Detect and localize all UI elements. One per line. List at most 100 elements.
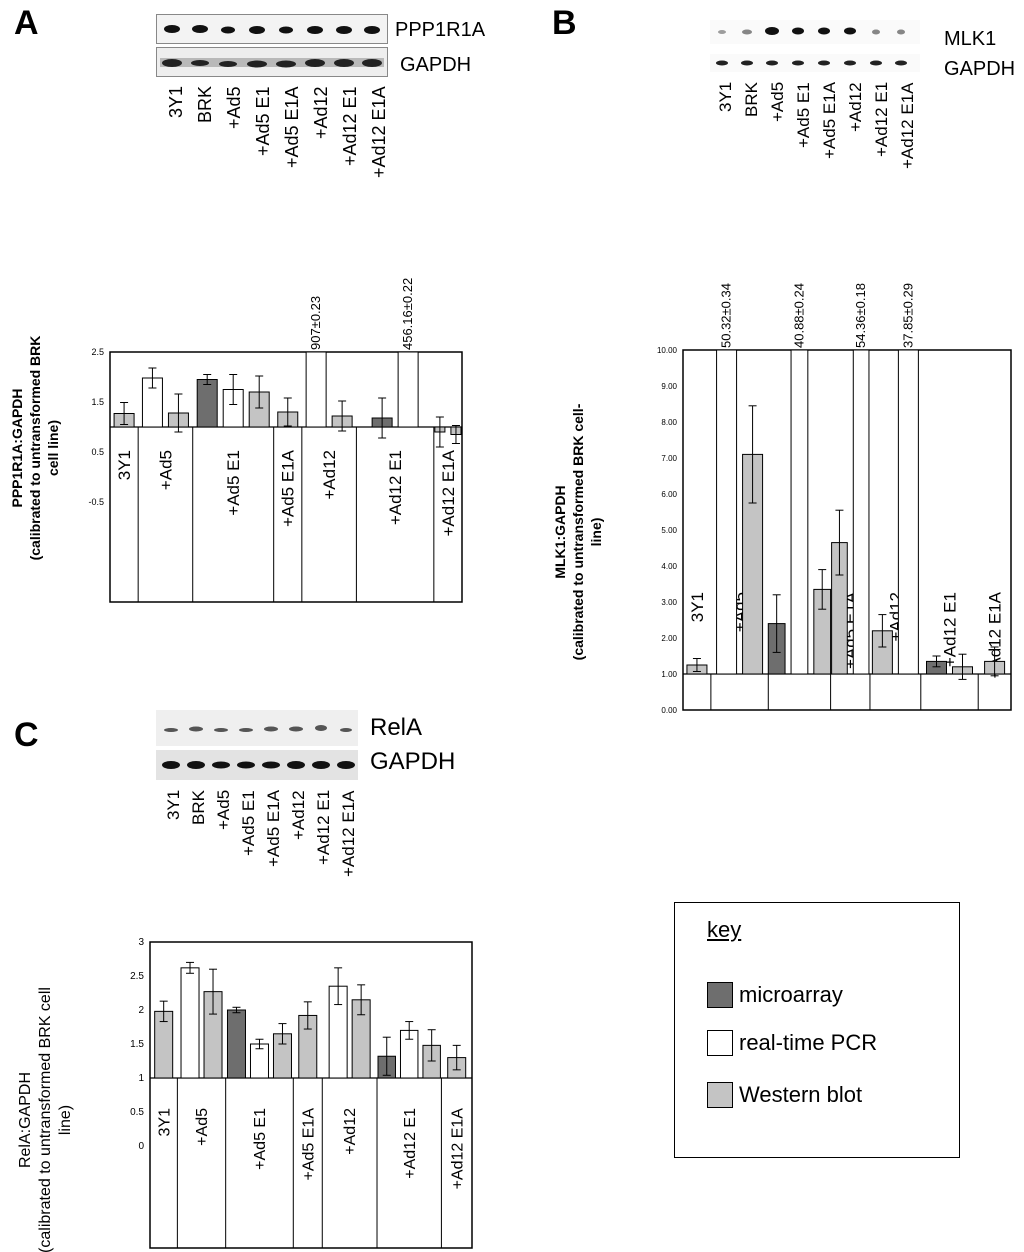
legend-swatch-pcr [707,1030,733,1056]
bar-pcr [180,967,200,1079]
bar-pcr [305,351,327,428]
bar-annotation: 37.85±0.29 [900,283,915,348]
y-axis-label: line) [588,518,604,547]
panel-letter-b: B [552,4,577,42]
category-label: 3Y1 [156,1108,173,1137]
category-label: +Ad12 E1 [402,1108,419,1179]
blot-b-top-label: MLK1 [944,28,997,50]
category-label: +Ad5 [194,1108,211,1146]
bar-pcr [716,349,738,675]
y-tick-label: 0.5 [91,447,104,457]
legend-title: key [707,917,742,942]
y-tick-label: 9.00 [661,382,677,391]
category-label: +Ad12 E1A [449,1108,466,1190]
y-axis-label: cell line) [45,420,61,476]
lane-label: +Ad5 E1 [794,82,813,148]
y-tick-label: 1.5 [91,397,104,407]
lane-label: +Ad12 E1 [340,86,360,166]
blot-a-top [156,14,388,44]
lane-label: +Ad5 [224,86,244,129]
bar-annotation: 907±0.23 [308,296,323,350]
plot-frame [109,351,463,603]
bar-pcr [897,349,919,675]
category-label: +Ad5 E1 [224,450,243,516]
lane-label: 3Y1 [166,85,186,118]
panel-letter-c: C [14,716,39,754]
lane-label: +Ad12 [311,86,331,139]
y-axis-label: (calibrated to untransformed BRK cell- [570,403,586,660]
bar-microarray [196,379,218,428]
y-tick-label: 7.00 [661,454,677,463]
blot-b-bottom-label: GAPDH [944,58,1016,80]
chart-c: 3 2.5 2 1.5 1 0.5 0 3Y1 +Ad5 +Ad5 E1 +Ad5 E1A +Ad12… [17,937,473,1252]
legend-swatch-western [707,1082,733,1108]
y-axis-label: (calibrated to untransformed BRK [27,336,43,561]
bar-microarray [226,1009,246,1079]
blot-c-top-label: RelA [370,714,423,741]
blot-b-bottom [710,54,920,72]
lane-label: +Ad12 [289,790,308,840]
blot-c-bottom-label: GAPDH [370,748,456,775]
category-label: +Ad5 E1A [279,449,298,527]
panel-letter-a: A [14,4,39,42]
legend-item-microarray: microarray [707,981,843,1009]
lane-label: +Ad5 [214,789,233,830]
category-label: +Ad12 E1 [386,450,405,525]
y-tick-label: 8.00 [661,418,677,427]
blot-c-top [156,710,358,746]
lane-label: 3Y1 [716,81,735,112]
y-tick-label: -0.5 [88,497,104,507]
bar-annotation: 54.36±0.18 [853,283,868,348]
lane-label: +Ad5 E1A [820,81,839,159]
chart-a: 2.5 1.5 0.5 -0.5 3Y1 +Ad5 +Ad5 E1 +Ad5 E1A +Ad12… [9,278,463,603]
lane-label: +Ad12 E1A [369,86,389,178]
y-axis-label: RelA:GAPDH [17,1072,34,1168]
legend-item-pcr: real-time PCR [707,1029,877,1057]
category-label: +Ad5 [156,450,175,490]
blot-a-bottom-label: GAPDH [400,54,472,76]
lane-label: +Ad5 E1A [264,789,283,867]
category-label: +Ad12 E1A [986,591,1005,678]
category-label: +Ad12 [320,450,339,500]
y-tick-label: 0.00 [661,706,677,715]
category-label: +Ad12 E1A [439,449,458,536]
y-tick-label: 1.00 [661,670,677,679]
blot-a-bottom [156,47,388,77]
category-label: +Ad5 E1A [300,1108,317,1181]
y-axis-label: line) [57,1105,74,1135]
y-tick-label: 1 [138,1073,144,1084]
bar-annotation: 40.88±0.24 [791,283,806,348]
category-label: 3Y1 [115,450,134,480]
lane-label: +Ad12 E1A [339,790,358,878]
plot-frame [149,941,473,1249]
y-axis-label: (calibrated to untransformed BRK cell [37,987,54,1252]
y-tick-label: 10.00 [657,346,678,355]
y-tick-label: 3.00 [661,598,677,607]
bar-pcr [790,349,809,675]
lane-label: BRK [195,85,215,123]
lane-label: +Ad12 [846,82,865,132]
lane-label: BRK [189,790,208,825]
y-tick-label: 2.5 [130,971,144,982]
bar-annotation: 456.16±0.22 [400,278,415,350]
y-tick-label: 0.5 [130,1107,144,1118]
legend-label-western: Western blot [739,1082,863,1107]
bar-pcr [397,351,419,428]
y-tick-label: 2.00 [661,634,677,643]
lane-label: 3Y1 [164,789,183,820]
legend-label-microarray: microarray [739,982,843,1007]
y-axis-label: PPP1R1A:GAPDH [9,388,25,507]
lane-label: +Ad12 E1 [314,789,333,865]
y-tick-label: 2 [138,1005,144,1016]
legend-box: key microarray real-time PCR Western blo… [674,902,960,1158]
y-tick-label: 6.00 [661,490,677,499]
category-label: 3Y1 [688,592,707,622]
category-label: +Ad5 E1 [252,1108,269,1170]
blot-b-top [710,20,920,44]
bar-annotation: 50.32±0.34 [719,283,734,348]
y-tick-label: 5.00 [661,526,677,535]
y-tick-label: 3 [138,937,144,948]
y-tick-label: 1.5 [130,1039,144,1050]
plot-frame [682,349,1012,711]
lane-label: +Ad12 E1 [872,81,891,157]
